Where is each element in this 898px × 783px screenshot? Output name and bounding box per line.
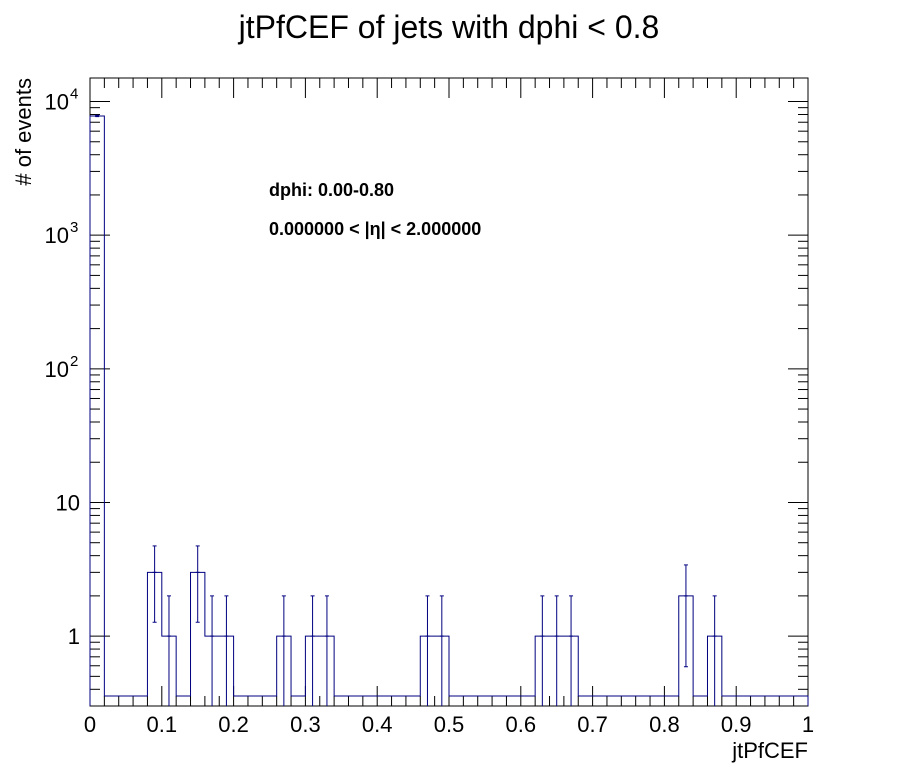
x-tick-labels: 0 0.1 0.2 0.3 0.4 0.5 0.6 0.7 0.8 0.9 1 bbox=[84, 712, 814, 737]
x-tick-label: 0.9 bbox=[721, 712, 752, 737]
histogram-outline bbox=[89, 115, 809, 706]
x-tick-label: 0.4 bbox=[362, 712, 393, 737]
error-bar bbox=[210, 595, 215, 706]
y-tick-exponent: 2 bbox=[70, 353, 78, 370]
x-tick-label: 0.6 bbox=[506, 712, 537, 737]
error-bar bbox=[195, 545, 200, 623]
annotation-dphi: dphi: 0.00-0.80 bbox=[269, 180, 394, 200]
x-tick-label: 0.3 bbox=[290, 712, 321, 737]
annotation-eta: 0.000000 < |η| < 2.000000 bbox=[269, 219, 481, 239]
y-tick-label: 10 bbox=[45, 90, 69, 115]
chart-title: jtPfCEF of jets with dphi < 0.8 bbox=[238, 9, 660, 45]
x-tick-label: 0.5 bbox=[434, 712, 465, 737]
histogram-bins bbox=[89, 115, 809, 706]
x-tick-label: 0.7 bbox=[577, 712, 608, 737]
error-bar bbox=[95, 114, 100, 118]
y-tick-label: 10 bbox=[45, 223, 69, 248]
y-tick-label: 10 bbox=[45, 357, 69, 382]
x-tick-label: 0 bbox=[84, 712, 96, 737]
y-tick-label: 1 bbox=[68, 624, 80, 649]
error-bar bbox=[166, 595, 171, 706]
y-axis-label: # of events bbox=[11, 78, 36, 186]
y-tick-exponent: 4 bbox=[70, 86, 78, 103]
error-bar bbox=[683, 564, 688, 668]
error-bar bbox=[310, 595, 315, 706]
x-tick-label: 0.1 bbox=[147, 712, 178, 737]
error-bar bbox=[224, 595, 229, 706]
x-tick-label: 0.8 bbox=[649, 712, 680, 737]
error-bar bbox=[439, 595, 444, 706]
error-bar bbox=[425, 595, 430, 706]
error-bar bbox=[712, 595, 717, 706]
y-tick-label: 10 bbox=[56, 490, 80, 515]
error-bar bbox=[152, 545, 157, 623]
x-tick-label: 0.2 bbox=[218, 712, 249, 737]
error-bar bbox=[569, 595, 574, 706]
x-axis-label: jtPfCEF bbox=[731, 738, 808, 763]
y-tick-exponent: 3 bbox=[70, 219, 78, 236]
axis-ticks bbox=[89, 78, 809, 707]
error-bar bbox=[324, 595, 329, 706]
error-bar bbox=[281, 595, 286, 706]
error-bar bbox=[554, 595, 559, 706]
x-tick-label: 1 bbox=[802, 712, 814, 737]
error-bars bbox=[95, 114, 717, 706]
error-bar bbox=[540, 595, 545, 706]
